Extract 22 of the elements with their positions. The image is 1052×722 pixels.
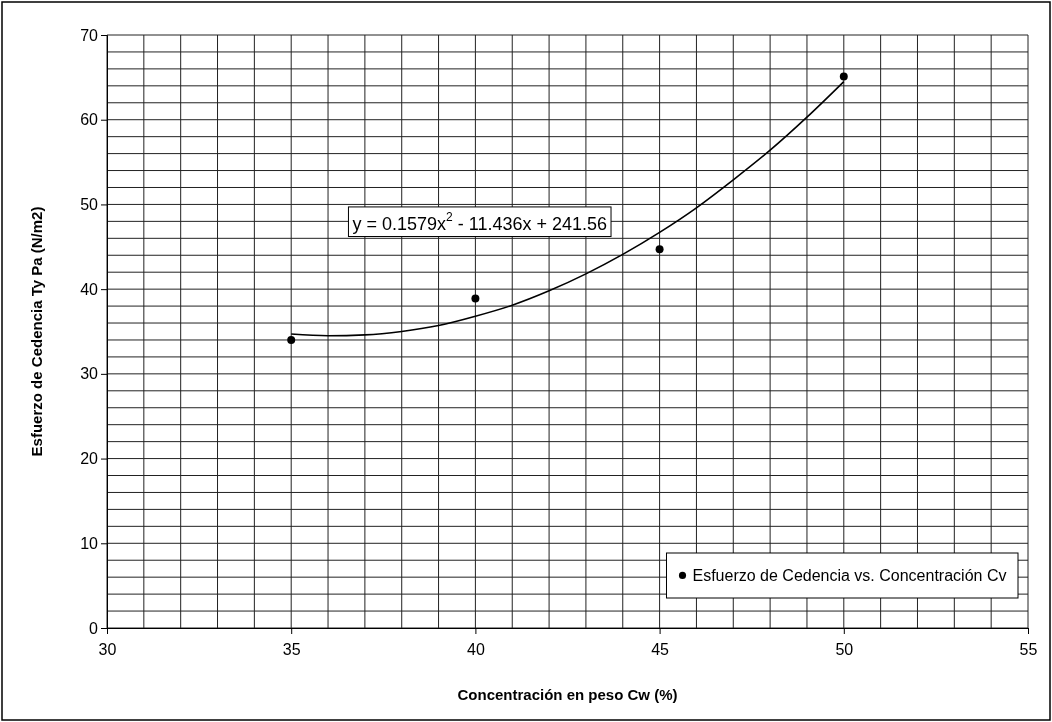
y-tick-label: 0 [89,619,99,637]
y-tick-label: 20 [80,450,99,468]
x-tick-label: 40 [467,640,485,658]
x-axis-title: Concentración en peso Cw (%) [457,686,678,703]
x-tick-label: 30 [98,640,117,658]
y-tick-label: 70 [80,26,99,44]
point [839,72,848,81]
point [287,335,296,344]
x-tick-label: 50 [835,640,854,658]
y-tick-label: 60 [80,111,99,129]
x-tick-label: 55 [1019,640,1038,658]
x-tick-label: 35 [282,640,301,658]
x-tick-label: 45 [651,640,670,658]
point [471,294,480,303]
y-axis-title: Esfuerzo de Cedencia Ty Pa (N/m2) [28,206,45,457]
point [655,245,664,254]
y-tick-label: 10 [80,534,99,552]
legend-label: Esfuerzo de Cedencia vs. Concentración Cv [692,567,1007,584]
y-tick-label: 50 [80,196,99,214]
y-tick-label: 30 [80,365,99,383]
annotation: y = 0.1579x$^{2}$ - 11.436x + 241.56 [352,209,608,234]
y-tick-label: 40 [80,280,99,298]
